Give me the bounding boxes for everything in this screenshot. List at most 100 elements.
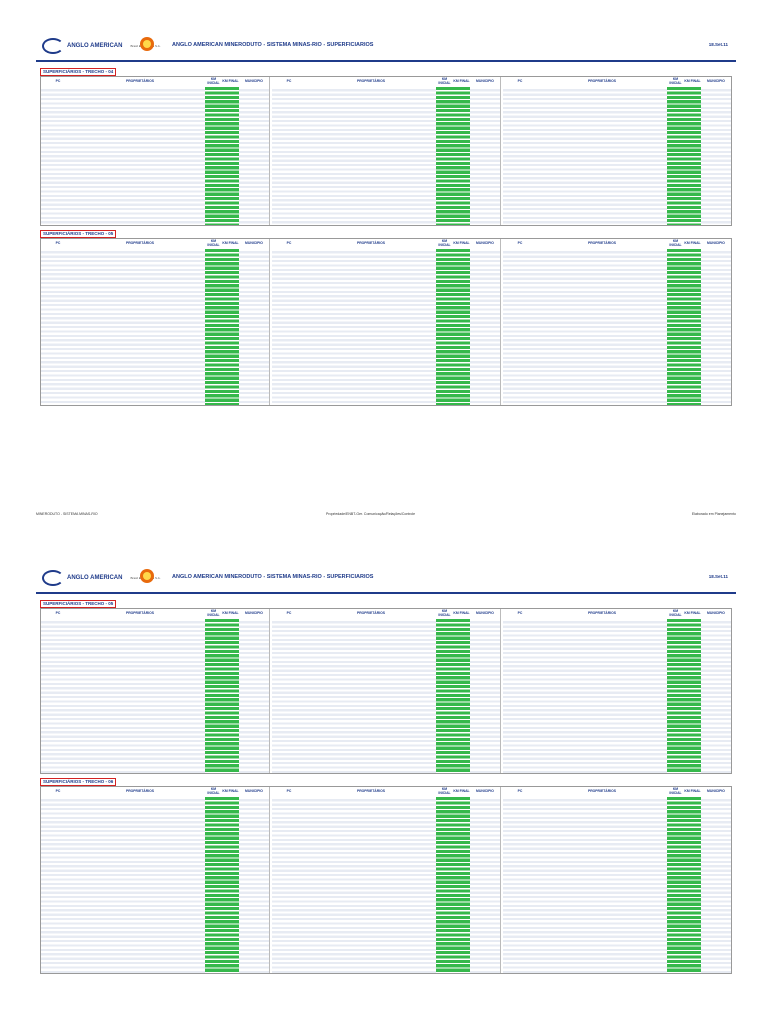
table-column: PC PROPRIETÁRIOS KM INICIAL KM FINAL MUN… (503, 239, 731, 405)
header-km-initial: KM INICIAL (669, 609, 682, 617)
header-km-final: KM FINAL (453, 611, 470, 616)
footer-middle: Propriedade/ENBT-Ger. Comunicação/Relaçõ… (326, 512, 416, 516)
header-municipality: MUNICIPIO (245, 241, 263, 246)
km-initial-column (205, 619, 222, 773)
header-km-initial: KM INICIAL (207, 239, 220, 247)
table-column: PC PROPRIETÁRIOS KM INICIAL KM FINAL MUN… (272, 787, 501, 973)
table-block: PC PROPRIETÁRIOS KM INICIAL KM FINAL MUN… (40, 238, 732, 406)
table-block: PC PROPRIETÁRIOS KM INICIAL KM FINAL MUN… (40, 786, 732, 974)
km-final-column (684, 87, 701, 225)
header-owners: PROPRIETÁRIOS (356, 789, 386, 794)
km-initial-column (436, 797, 453, 973)
header-pc: PC (286, 241, 292, 246)
km-final-column (453, 619, 470, 773)
km-initial-column (667, 619, 684, 773)
table-block: PC PROPRIETÁRIOS KM INICIAL KM FINAL MUN… (40, 76, 732, 226)
km-final-column (453, 249, 470, 405)
table-column: PC PROPRIETÁRIOS KM INICIAL KM FINAL MUN… (41, 609, 270, 773)
header-owners: PROPRIETÁRIOS (125, 241, 155, 246)
header-municipality: MUNICIPIO (707, 241, 725, 246)
header-km-final: KM FINAL (222, 79, 239, 84)
page-footer: MINERODUTO - SISTEMA MINAS-RIO Proprieda… (36, 512, 736, 520)
header-municipality: MUNICIPIO (707, 79, 725, 84)
table-column: PC PROPRIETÁRIOS KM INICIAL KM FINAL MUN… (503, 787, 731, 973)
header-pc: PC (55, 789, 61, 794)
report-title: ANGLO AMERICAN MINERODUTO - SISTEMA MINA… (172, 574, 374, 580)
header-owners: PROPRIETÁRIOS (356, 241, 386, 246)
header-municipality: MUNICIPIO (707, 611, 725, 616)
report-header: ANGLO AMERICAN Brasil Engenharia S.A. AN… (36, 566, 736, 594)
table-column: PC PROPRIETÁRIOS KM INICIAL KM FINAL MUN… (503, 609, 731, 773)
header-km-initial: KM INICIAL (669, 77, 682, 85)
section-label: SUPERFICIÁRIOS - TRECHO - 06 (40, 778, 117, 786)
header-municipality: MUNICIPIO (245, 79, 263, 84)
header-km-final: KM FINAL (453, 789, 470, 794)
table-column: PC PROPRIETÁRIOS KM INICIAL KM FINAL MUN… (272, 239, 501, 405)
logo-icon (42, 38, 64, 54)
km-initial-column (667, 797, 684, 973)
header-municipality: MUNICIPIO (476, 611, 494, 616)
header-pc: PC (286, 611, 292, 616)
section-label: SUPERFICIÁRIOS - TRECHO - 05 (40, 600, 117, 608)
table-column: PC PROPRIETÁRIOS KM INICIAL KM FINAL MUN… (41, 239, 270, 405)
km-initial-column (667, 87, 684, 225)
header-owners: PROPRIETÁRIOS (587, 79, 617, 84)
report-page-2: ANGLO AMERICAN Brasil Engenharia S.A. AN… (36, 566, 736, 974)
km-initial-column (205, 797, 222, 973)
header-km-initial: KM INICIAL (438, 609, 451, 617)
header-km-final: KM FINAL (453, 79, 470, 84)
header-km-initial: KM INICIAL (669, 239, 682, 247)
header-owners: PROPRIETÁRIOS (125, 789, 155, 794)
km-initial-column (436, 619, 453, 773)
header-km-final: KM FINAL (222, 241, 239, 246)
km-final-column (453, 797, 470, 973)
report-header: ANGLO AMERICAN Brasil Engenharia S.A. AN… (36, 34, 736, 62)
header-owners: PROPRIETÁRIOS (587, 241, 617, 246)
table-column: PC PROPRIETÁRIOS KM INICIAL KM FINAL MUN… (41, 787, 270, 973)
report-date: 18.Set.11 (708, 42, 728, 47)
header-pc: PC (517, 241, 523, 246)
header-owners: PROPRIETÁRIOS (356, 611, 386, 616)
km-final-column (222, 619, 239, 773)
header-km-final: KM FINAL (684, 789, 701, 794)
table-column: PC PROPRIETÁRIOS KM INICIAL KM FINAL MUN… (41, 77, 270, 225)
section-label: SUPERFICIÁRIOS - TRECHO - 05 (40, 230, 117, 238)
km-final-column (684, 619, 701, 773)
header-km-initial: KM INICIAL (438, 787, 451, 795)
logo-icon (42, 570, 64, 586)
table-block: PC PROPRIETÁRIOS KM INICIAL KM FINAL MUN… (40, 608, 732, 774)
km-final-column (222, 797, 239, 973)
km-final-column (684, 249, 701, 405)
header-km-initial: KM INICIAL (207, 787, 220, 795)
header-pc: PC (286, 789, 292, 794)
table-column: PC PROPRIETÁRIOS KM INICIAL KM FINAL MUN… (503, 77, 731, 225)
header-pc: PC (55, 79, 61, 84)
header-owners: PROPRIETÁRIOS (125, 611, 155, 616)
header-pc: PC (286, 79, 292, 84)
header-municipality: MUNICIPIO (245, 789, 263, 794)
report-page-1: ANGLO AMERICAN Brasil Engenharia S.A. AN… (36, 34, 736, 406)
km-initial-column (205, 87, 222, 225)
km-final-column (684, 797, 701, 973)
header-km-initial: KM INICIAL (669, 787, 682, 795)
km-final-column (453, 87, 470, 225)
header-km-final: KM FINAL (684, 79, 701, 84)
km-final-column (222, 249, 239, 405)
header-km-final: KM FINAL (222, 611, 239, 616)
report-title: ANGLO AMERICAN MINERODUTO - SISTEMA MINA… (172, 42, 374, 48)
company-name: ANGLO AMERICAN (67, 575, 123, 581)
header-pc: PC (55, 611, 61, 616)
table-column: PC PROPRIETÁRIOS KM INICIAL KM FINAL MUN… (272, 609, 501, 773)
header-pc: PC (55, 241, 61, 246)
header-owners: PROPRIETÁRIOS (587, 789, 617, 794)
header-municipality: MUNICIPIO (476, 241, 494, 246)
header-pc: PC (517, 611, 523, 616)
header-km-initial: KM INICIAL (438, 239, 451, 247)
km-final-column (222, 87, 239, 225)
km-initial-column (667, 249, 684, 405)
header-km-initial: KM INICIAL (438, 77, 451, 85)
header-municipality: MUNICIPIO (476, 79, 494, 84)
km-initial-column (436, 249, 453, 405)
header-pc: PC (517, 79, 523, 84)
header-km-final: KM FINAL (222, 789, 239, 794)
